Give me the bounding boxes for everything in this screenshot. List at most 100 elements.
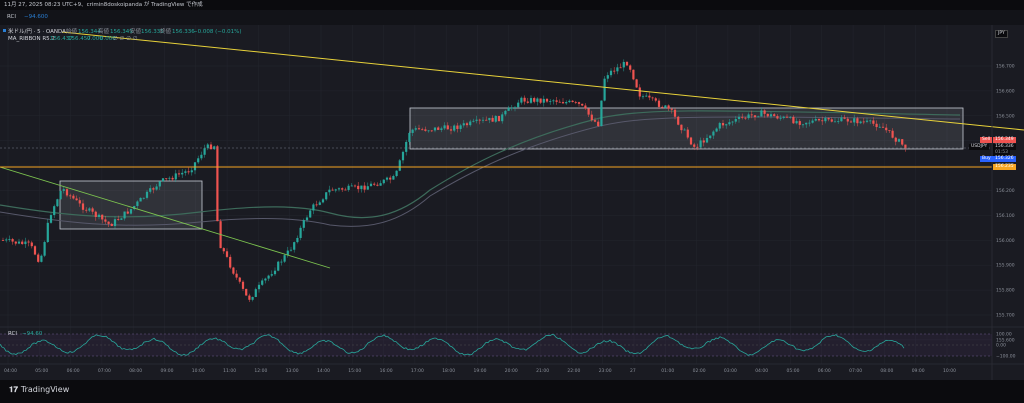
time-tick-label: 15:00 bbox=[348, 368, 361, 374]
ma-ribbon-slow bbox=[0, 110, 961, 219]
candle-body bbox=[667, 105, 670, 109]
candle-body bbox=[846, 118, 849, 122]
last-price-tag: 156.336 bbox=[993, 144, 1016, 150]
time-tick-label: 20:00 bbox=[505, 368, 518, 374]
candle-body bbox=[705, 138, 709, 143]
currency-label[interactable]: JPY bbox=[995, 30, 1008, 38]
indicator-header-bar bbox=[0, 10, 1024, 25]
candle-body bbox=[773, 114, 776, 117]
candle-body bbox=[440, 128, 443, 130]
candle-body bbox=[225, 251, 229, 257]
candle-body bbox=[590, 114, 593, 121]
price-tick-label: 156.000 bbox=[996, 238, 1015, 244]
candle-body bbox=[689, 137, 693, 145]
candle-body bbox=[280, 261, 283, 263]
candle-body bbox=[565, 102, 568, 104]
sell-label[interactable]: Sell bbox=[980, 137, 993, 143]
candle-body bbox=[408, 132, 411, 142]
candle-body bbox=[737, 116, 741, 120]
candle-body bbox=[622, 61, 625, 68]
candle-body bbox=[302, 220, 305, 228]
candle-body bbox=[552, 100, 555, 102]
candle-body bbox=[85, 209, 88, 211]
candle-body bbox=[181, 172, 184, 175]
sell-price-tag[interactable]: 156.349 bbox=[993, 137, 1016, 143]
candle-body bbox=[8, 239, 11, 240]
legend-symbol[interactable]: 米ドル/円 · 5 · OANDA bbox=[8, 29, 66, 35]
time-tick-label: 03:00 bbox=[724, 368, 737, 374]
candle-body bbox=[277, 261, 280, 271]
rci-header-label[interactable]: RCI bbox=[7, 14, 17, 20]
candle-body bbox=[478, 119, 481, 121]
candlestick-series[interactable] bbox=[1, 59, 907, 303]
candle-body bbox=[712, 131, 715, 136]
candle-body bbox=[785, 116, 789, 118]
candle-body bbox=[17, 241, 21, 244]
candle-body bbox=[382, 179, 385, 184]
candle-body bbox=[437, 127, 440, 130]
candle-body bbox=[251, 296, 254, 300]
price-tick-label: 156.600 bbox=[996, 88, 1015, 94]
legend-close-value: 156.336 bbox=[172, 29, 195, 35]
candle-body bbox=[411, 129, 414, 133]
buy-label[interactable]: Buy bbox=[980, 156, 993, 162]
range-box-left[interactable] bbox=[59, 180, 203, 230]
candle-body bbox=[158, 181, 161, 187]
candle-body bbox=[69, 195, 72, 197]
buy-price-tag[interactable]: 156.326 bbox=[993, 156, 1016, 162]
rci-line bbox=[0, 334, 905, 356]
candle-body bbox=[606, 75, 609, 79]
candle-body bbox=[648, 95, 651, 98]
candle-body bbox=[299, 227, 302, 238]
candle-body bbox=[321, 199, 325, 203]
candle-body bbox=[369, 183, 373, 187]
candle-body bbox=[171, 177, 174, 180]
symbol-tag: USDJPY bbox=[969, 144, 990, 150]
candle-body bbox=[126, 211, 129, 214]
price-tick-label: 156.200 bbox=[996, 188, 1015, 194]
candle-body bbox=[197, 158, 200, 163]
time-tick-label: 21:00 bbox=[536, 368, 549, 374]
candle-body bbox=[395, 170, 398, 176]
candle-body bbox=[421, 129, 424, 131]
candle-body bbox=[526, 101, 529, 103]
trendline-resistance[interactable] bbox=[61, 31, 1024, 131]
time-tick-label: 02:00 bbox=[693, 368, 706, 374]
rci-pane-label[interactable]: RCI bbox=[8, 331, 18, 337]
candle-body bbox=[641, 96, 645, 98]
candle-body bbox=[309, 210, 312, 218]
ma-hidden-icons[interactable]: ∅ ∅ ∅ ∅ bbox=[113, 36, 138, 42]
candle-body bbox=[661, 106, 664, 108]
candle-body bbox=[165, 178, 168, 180]
candle-body bbox=[609, 70, 613, 76]
candle-body bbox=[107, 221, 110, 224]
candle-body bbox=[1, 240, 5, 241]
candle-body bbox=[849, 121, 853, 123]
rci-header-value: −94.600 bbox=[24, 14, 48, 20]
candle-body bbox=[686, 129, 689, 138]
candle-body bbox=[81, 203, 85, 210]
candle-body bbox=[117, 219, 120, 220]
price-tick-label: 155.900 bbox=[996, 263, 1015, 269]
time-axis[interactable]: 04:00 05:00 06:00 07:00 08:00 09:00 10:00 11:00… bbox=[4, 368, 956, 374]
time-tick-label: 09:00 bbox=[161, 368, 174, 374]
candle-body bbox=[101, 214, 104, 220]
candle-body bbox=[443, 125, 446, 129]
ma-ribbon-name[interactable]: MA_RIBBON R5.2 bbox=[8, 36, 55, 42]
candle-body bbox=[897, 139, 901, 142]
candle-body bbox=[603, 78, 606, 101]
candle-body bbox=[424, 129, 427, 131]
candle-body bbox=[283, 255, 286, 262]
candle-body bbox=[97, 214, 101, 217]
candle-body bbox=[833, 121, 837, 123]
range-box-right[interactable] bbox=[409, 107, 964, 150]
candle-body bbox=[430, 130, 433, 132]
price-axis[interactable]: 156.700156.600156.500156.400156.300156.2… bbox=[996, 64, 1015, 344]
rci-axis: 100.00 0.00 −100.00 bbox=[996, 332, 1016, 360]
candle-body bbox=[657, 100, 661, 107]
candle-body bbox=[840, 117, 843, 122]
legend-low-label: 安値 bbox=[130, 29, 142, 35]
trendline-green[interactable] bbox=[0, 166, 331, 269]
brand-logo: 𝟏𝟕 TradingView bbox=[9, 386, 69, 394]
